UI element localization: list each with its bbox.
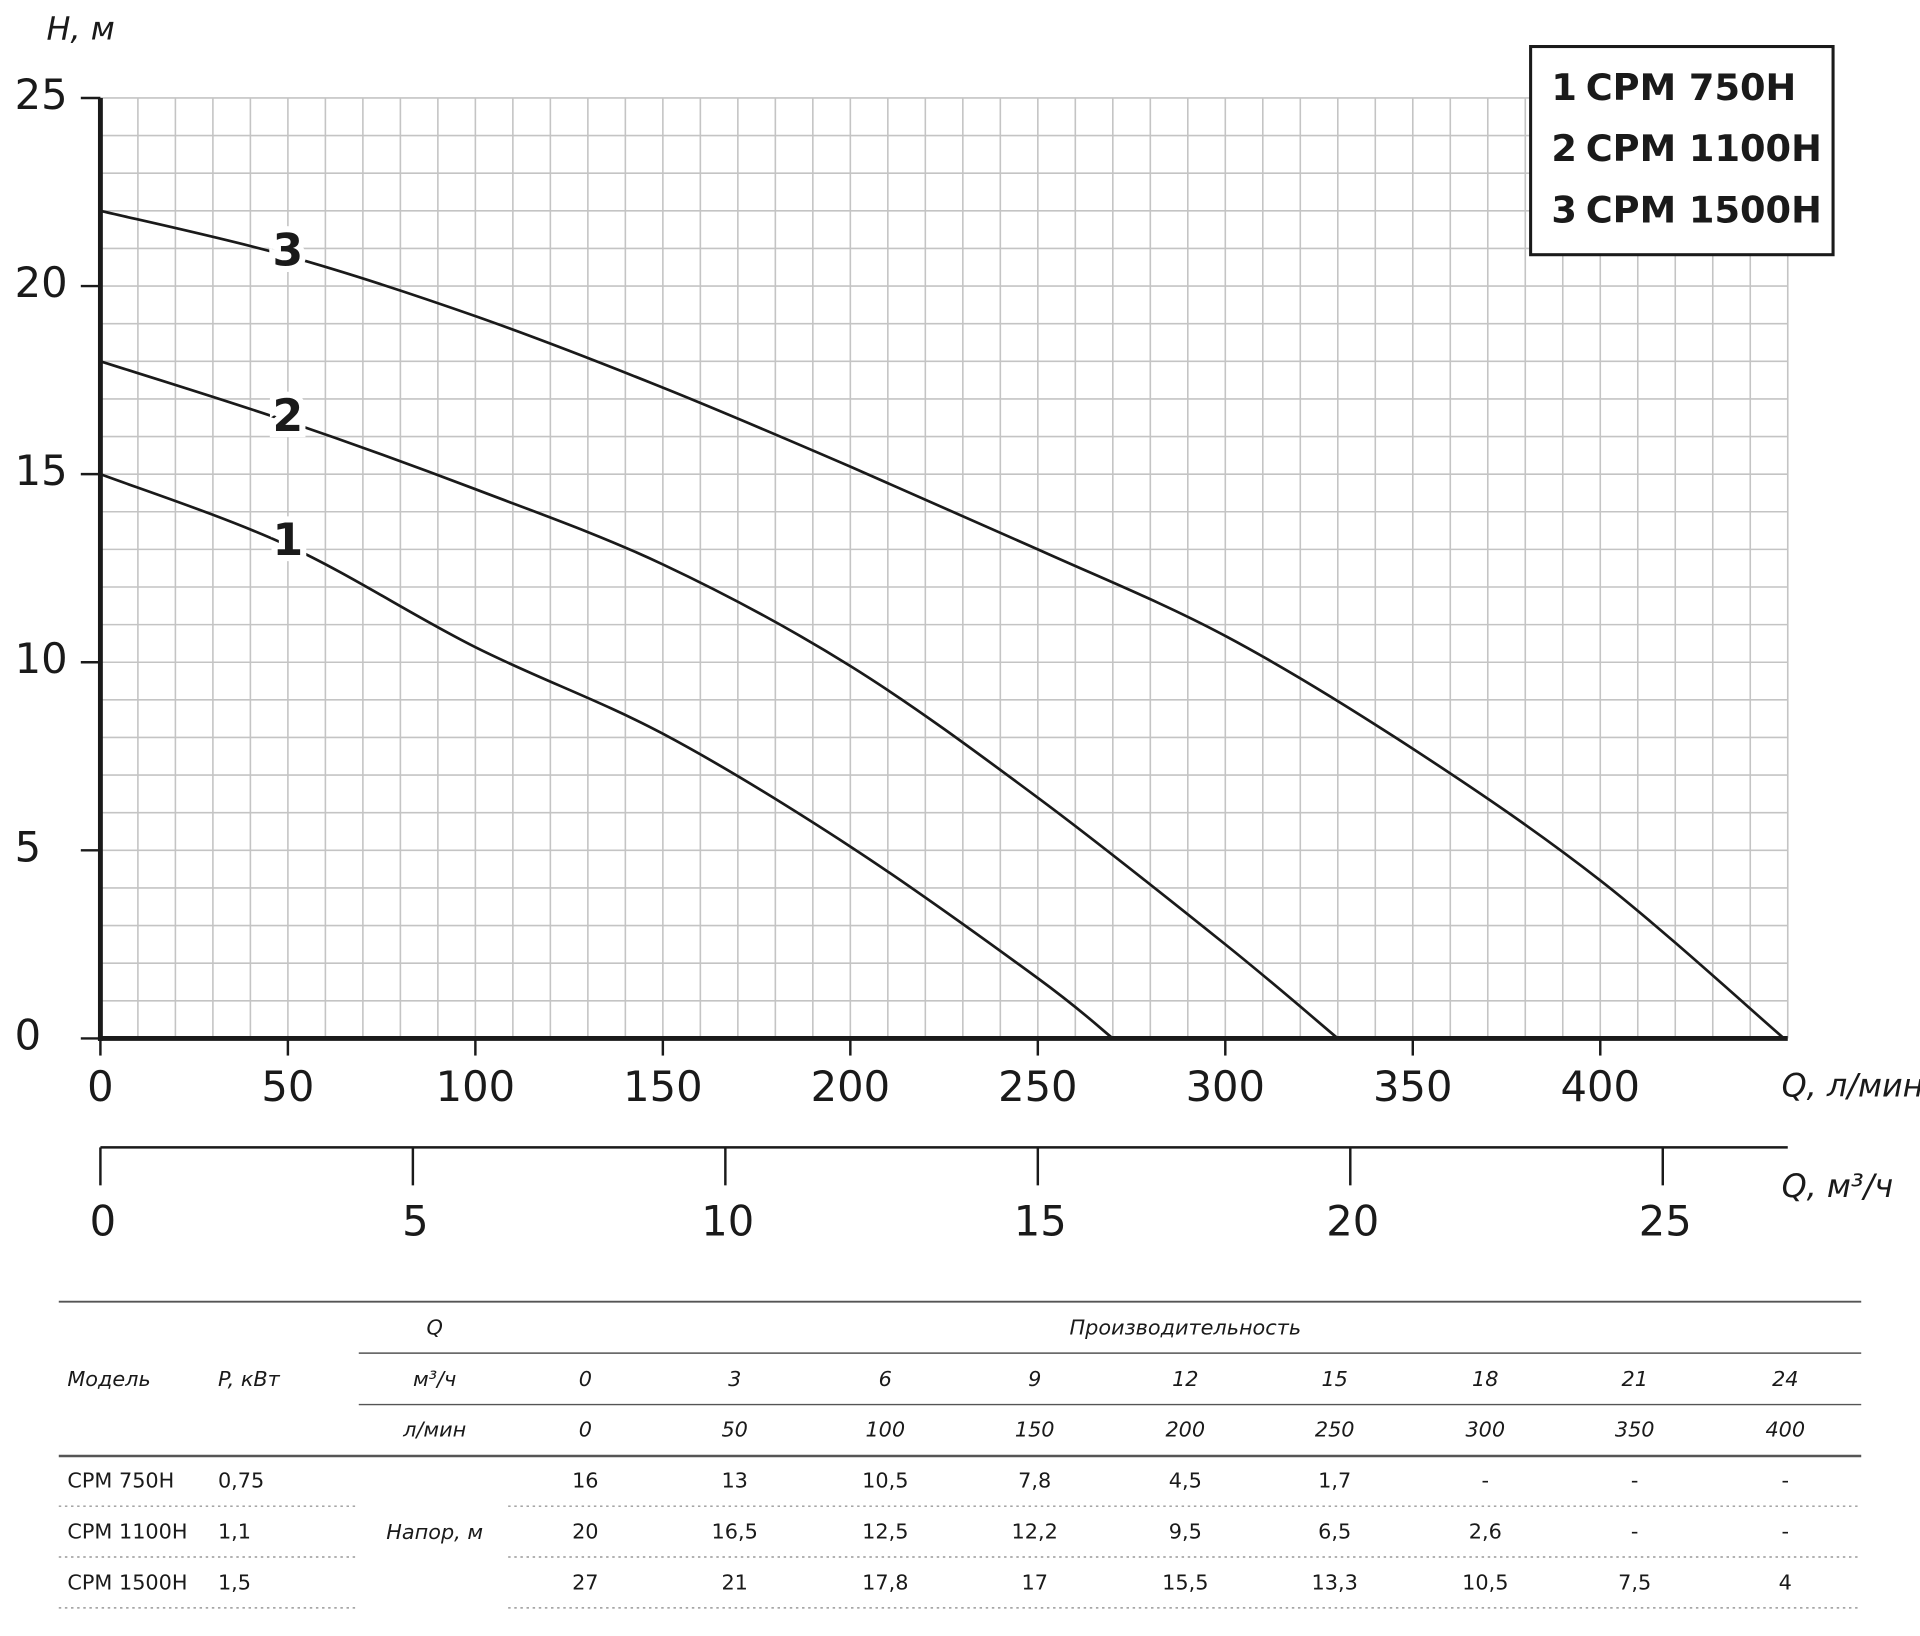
x-tick-label: 200 bbox=[811, 1062, 890, 1111]
x-tick-label: 0 bbox=[87, 1062, 113, 1111]
y-axis-label: H, м bbox=[47, 10, 115, 48]
x2-tick-label: 10 bbox=[701, 1197, 754, 1246]
table-unit: Напор, м bbox=[386, 1520, 483, 1544]
table-cell: 9 bbox=[1028, 1367, 1041, 1391]
table-cell: - bbox=[1482, 1469, 1490, 1493]
table-header: Модель bbox=[67, 1367, 150, 1391]
table-unit: м³/ч bbox=[413, 1367, 456, 1391]
x2-axis-label: Q, м³/ч bbox=[1782, 1167, 1894, 1205]
x-tick-label: 150 bbox=[623, 1062, 702, 1111]
legend-number: 1 bbox=[1551, 66, 1577, 109]
table-cell: 16 bbox=[572, 1469, 598, 1493]
table-cell: 0 bbox=[579, 1417, 592, 1441]
table-cell: 16,5 bbox=[712, 1520, 758, 1544]
table-cell: 1,7 bbox=[1318, 1469, 1351, 1493]
table-cell: - bbox=[1782, 1520, 1790, 1544]
table-cell: 400 bbox=[1765, 1417, 1805, 1441]
table-cell: 100 bbox=[865, 1417, 905, 1441]
table-cell: 21 bbox=[721, 1570, 747, 1594]
x-tick-label: 350 bbox=[1373, 1062, 1452, 1111]
x-tick-label: 50 bbox=[261, 1062, 314, 1111]
table-cell: 7,5 bbox=[1618, 1570, 1651, 1594]
table-cell: - bbox=[1631, 1520, 1639, 1544]
table-cell: 2,6 bbox=[1469, 1520, 1502, 1544]
curve-label: 1 bbox=[273, 515, 304, 566]
table-cell: - bbox=[1782, 1469, 1790, 1493]
table-cell: 6,5 bbox=[1318, 1520, 1351, 1544]
table-header: P, кВт bbox=[218, 1367, 281, 1391]
table-model: CPM 1100H bbox=[67, 1520, 187, 1544]
y-tick-label: 15 bbox=[15, 446, 68, 495]
table-cell: 10,5 bbox=[1462, 1570, 1508, 1594]
table-cell: 200 bbox=[1165, 1417, 1205, 1441]
y-tick-label: 25 bbox=[15, 70, 68, 119]
x-tick-label: 300 bbox=[1186, 1062, 1265, 1111]
table-cell: 13 bbox=[721, 1469, 747, 1493]
x-tick-label: 250 bbox=[998, 1062, 1077, 1111]
table-unit: л/мин bbox=[402, 1417, 466, 1441]
table-cell: 6 bbox=[879, 1367, 892, 1391]
table-cell: 24 bbox=[1772, 1367, 1798, 1391]
table-power: 1,5 bbox=[218, 1570, 251, 1594]
table-cell: 4 bbox=[1779, 1570, 1792, 1594]
table-power: 1,1 bbox=[218, 1520, 251, 1544]
curve bbox=[99, 472, 1114, 1040]
table-header: Q bbox=[427, 1316, 443, 1340]
legend-number: 3 bbox=[1551, 188, 1577, 231]
table-cell: 350 bbox=[1615, 1417, 1655, 1441]
x2-tick-label: 0 bbox=[90, 1197, 116, 1246]
table-cell: 250 bbox=[1315, 1417, 1355, 1441]
table-cell: 20 bbox=[572, 1520, 598, 1544]
table-cell: 3 bbox=[728, 1367, 741, 1391]
table-cell: 15 bbox=[1321, 1367, 1347, 1391]
y-tick-label: 5 bbox=[15, 822, 41, 871]
table-model: CPM 750H bbox=[67, 1469, 174, 1493]
curve-label: 2 bbox=[273, 391, 304, 442]
table-cell: 17 bbox=[1021, 1570, 1047, 1594]
table-cell: 12,5 bbox=[862, 1520, 908, 1544]
curve bbox=[100, 209, 1785, 1040]
legend-number: 2 bbox=[1551, 127, 1577, 170]
legend-box bbox=[1529, 45, 1835, 257]
y-tick-label: 0 bbox=[15, 1010, 41, 1059]
legend-label: CPM 750H bbox=[1586, 66, 1797, 109]
table-header: Производительность bbox=[1070, 1316, 1302, 1340]
x-tick-label: 100 bbox=[436, 1062, 515, 1111]
x2-tick-label: 15 bbox=[1014, 1197, 1067, 1246]
table-cell: - bbox=[1631, 1469, 1639, 1493]
table-cell: 0 bbox=[579, 1367, 592, 1391]
x-axis-label: Q, л/мин bbox=[1782, 1066, 1920, 1104]
legend-label: CPM 1500H bbox=[1586, 188, 1822, 231]
legend-label: CPM 1100H bbox=[1586, 127, 1822, 170]
table-cell: 150 bbox=[1015, 1417, 1055, 1441]
table-cell: 7,8 bbox=[1018, 1469, 1051, 1493]
x-tick-label: 400 bbox=[1561, 1062, 1640, 1111]
table-cell: 21 bbox=[1621, 1367, 1647, 1391]
table-cell: 17,8 bbox=[862, 1570, 908, 1594]
y-tick-label: 10 bbox=[15, 634, 68, 683]
table-cell: 15,5 bbox=[1162, 1570, 1208, 1594]
table-cell: 27 bbox=[572, 1570, 598, 1594]
curve-label: 3 bbox=[273, 226, 304, 277]
table-cell: 12 bbox=[1172, 1367, 1198, 1391]
table-cell: 18 bbox=[1472, 1367, 1498, 1391]
table-cell: 13,3 bbox=[1312, 1570, 1358, 1594]
table-model: CPM 1500H bbox=[67, 1570, 187, 1594]
table-cell: 4,5 bbox=[1169, 1469, 1202, 1493]
curve bbox=[99, 360, 1339, 1040]
table-power: 0,75 bbox=[218, 1469, 264, 1493]
table-cell: 12,2 bbox=[1012, 1520, 1058, 1544]
table-cell: 50 bbox=[721, 1417, 747, 1441]
x2-tick-label: 20 bbox=[1326, 1197, 1379, 1246]
x2-tick-label: 5 bbox=[402, 1197, 428, 1246]
x2-tick-label: 25 bbox=[1639, 1197, 1692, 1246]
table-cell: 300 bbox=[1465, 1417, 1505, 1441]
table-cell: 10,5 bbox=[862, 1469, 908, 1493]
y-tick-label: 20 bbox=[15, 258, 68, 307]
table-cell: 9,5 bbox=[1169, 1520, 1202, 1544]
